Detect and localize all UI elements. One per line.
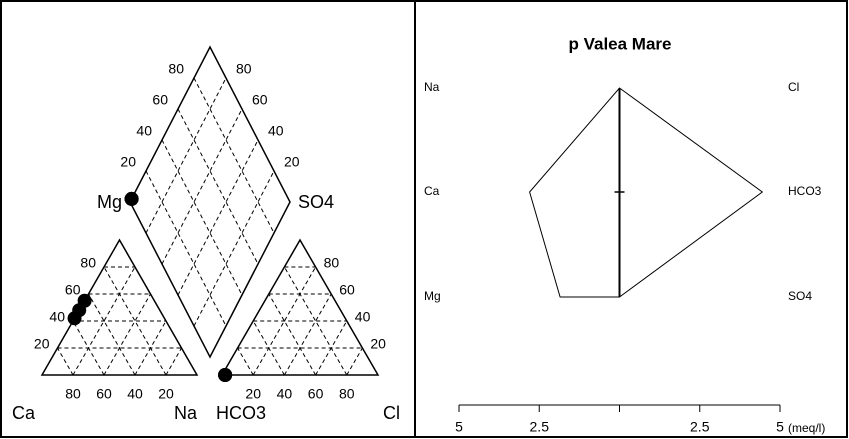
tick-label: 20 bbox=[120, 154, 136, 170]
grid-line bbox=[103, 293, 151, 376]
tick-label: 40 bbox=[268, 123, 284, 139]
cation-label: Mg bbox=[424, 289, 441, 303]
grid-line bbox=[72, 320, 105, 376]
tick-label: 80 bbox=[80, 255, 96, 271]
grid-line bbox=[283, 293, 332, 376]
tick-label: 60 bbox=[152, 92, 168, 108]
tick-label: 60 bbox=[252, 92, 268, 108]
grid-line bbox=[346, 347, 363, 376]
grid-line bbox=[134, 320, 167, 376]
tick-label: 40 bbox=[127, 386, 143, 402]
anion-label: SO4 bbox=[788, 289, 812, 303]
cation-point bbox=[67, 311, 82, 326]
tick-label: 80 bbox=[339, 386, 355, 402]
axis-label: Mg bbox=[97, 192, 122, 212]
x-axis-label: (meq/l) bbox=[788, 421, 825, 435]
axis-label: Ca bbox=[12, 403, 36, 423]
tick-label: 20 bbox=[34, 336, 50, 352]
grid-line bbox=[145, 77, 227, 234]
tick-label: 20 bbox=[284, 154, 300, 170]
axis-label: SO4 bbox=[298, 192, 334, 212]
grid-line bbox=[193, 77, 275, 234]
tick-label: 40 bbox=[277, 386, 293, 402]
x-tick-label: 2.5 bbox=[690, 419, 710, 435]
tick-label: 60 bbox=[65, 282, 81, 298]
tick-label: 80 bbox=[65, 386, 81, 402]
tick-label: 20 bbox=[245, 386, 261, 402]
grid-line bbox=[165, 347, 182, 376]
tick-label: 80 bbox=[168, 61, 184, 77]
tick-label: 40 bbox=[355, 309, 371, 325]
chart-title: p Valea Mare bbox=[568, 34, 671, 53]
grid-line bbox=[193, 170, 275, 327]
cation-label: Ca bbox=[424, 184, 440, 198]
axis-label: HCO3 bbox=[216, 403, 266, 423]
grid-line bbox=[161, 108, 243, 265]
axis-label: Cl bbox=[383, 403, 400, 423]
x-tick-label: 5 bbox=[776, 419, 784, 435]
tick-label: 20 bbox=[370, 336, 386, 352]
stiff-polygon bbox=[529, 87, 764, 298]
x-tick-label: 5 bbox=[455, 419, 463, 435]
grid-line bbox=[177, 108, 259, 265]
axis-label: Na bbox=[174, 403, 198, 423]
grid-line bbox=[315, 320, 348, 376]
grid-line bbox=[268, 293, 317, 376]
anion-label: HCO3 bbox=[788, 184, 822, 198]
tick-label: 60 bbox=[96, 386, 112, 402]
x-tick-label: 2.5 bbox=[530, 419, 550, 435]
grid-line bbox=[177, 139, 259, 296]
diamond bbox=[129, 45, 291, 359]
tick-label: 40 bbox=[49, 309, 65, 325]
tick-label: 20 bbox=[158, 386, 174, 402]
anion-point bbox=[218, 368, 233, 382]
cation-label: Na bbox=[424, 80, 440, 94]
anion-label: Cl bbox=[788, 80, 799, 94]
tick-label: 40 bbox=[136, 123, 152, 139]
grid-line bbox=[237, 347, 254, 376]
grid-line bbox=[57, 347, 74, 376]
grid-line bbox=[252, 320, 285, 376]
grid-line bbox=[145, 170, 227, 327]
tick-label: 60 bbox=[308, 386, 324, 402]
tick-label: 80 bbox=[236, 61, 252, 77]
diamond-point bbox=[124, 191, 139, 206]
anion-triangle bbox=[220, 238, 380, 376]
grid-line bbox=[88, 293, 136, 376]
tick-label: 80 bbox=[324, 255, 340, 271]
tick-label: 60 bbox=[339, 282, 355, 298]
grid-line bbox=[161, 139, 243, 296]
